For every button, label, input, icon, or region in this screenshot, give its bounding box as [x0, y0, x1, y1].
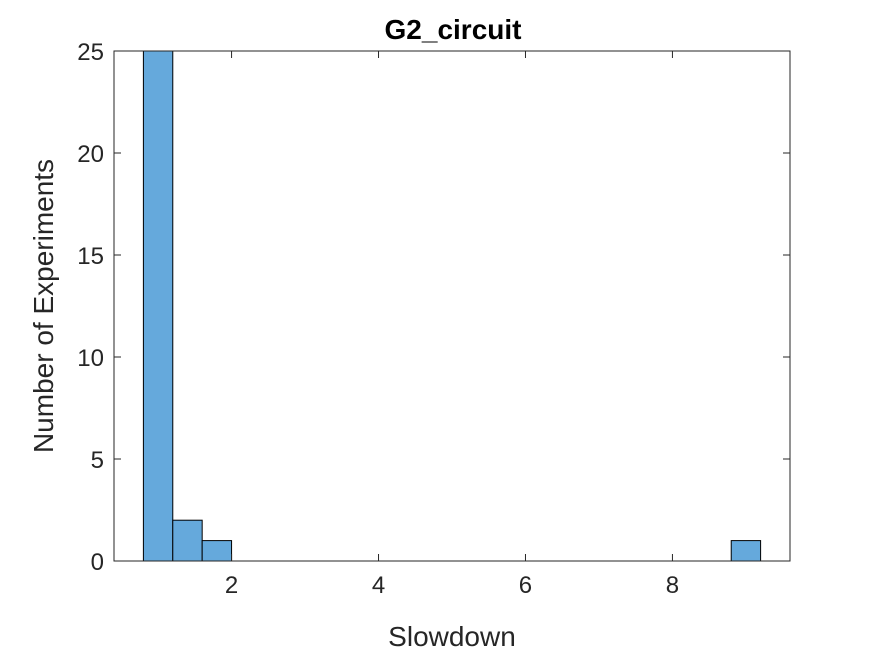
ticks-group: 2 4 6 8 0 5 10 15 20 25 — [77, 39, 790, 599]
y-tick-label-4: 20 — [77, 141, 104, 168]
y-tick-label-2: 10 — [77, 345, 104, 372]
histogram-bar-2 — [201, 540, 233, 562]
histogram-bar-3 — [730, 540, 762, 562]
histogram-bar-1 — [172, 519, 203, 562]
chart-title: G2_circuit — [385, 14, 522, 45]
x-tick-label-1: 4 — [372, 572, 385, 599]
x-tick-label-0: 2 — [225, 572, 238, 599]
y-axis-label: Number of Experiments — [28, 159, 59, 453]
x-tick-label-2: 6 — [519, 572, 532, 599]
y-tick-label-5: 25 — [77, 39, 104, 66]
plot-box — [113, 50, 791, 562]
y-tick-label-0: 0 — [91, 549, 104, 576]
y-tick-label-1: 5 — [91, 447, 104, 474]
bars-group — [142, 50, 762, 562]
x-axis-label: Slowdown — [388, 621, 516, 652]
x-tick-label-3: 8 — [666, 572, 679, 599]
y-tick-label-3: 15 — [77, 243, 104, 270]
histogram-bar-0 — [142, 50, 174, 562]
